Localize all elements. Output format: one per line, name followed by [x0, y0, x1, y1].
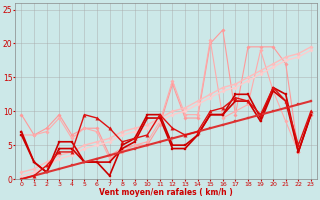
- X-axis label: Vent moyen/en rafales ( km/h ): Vent moyen/en rafales ( km/h ): [99, 188, 233, 197]
